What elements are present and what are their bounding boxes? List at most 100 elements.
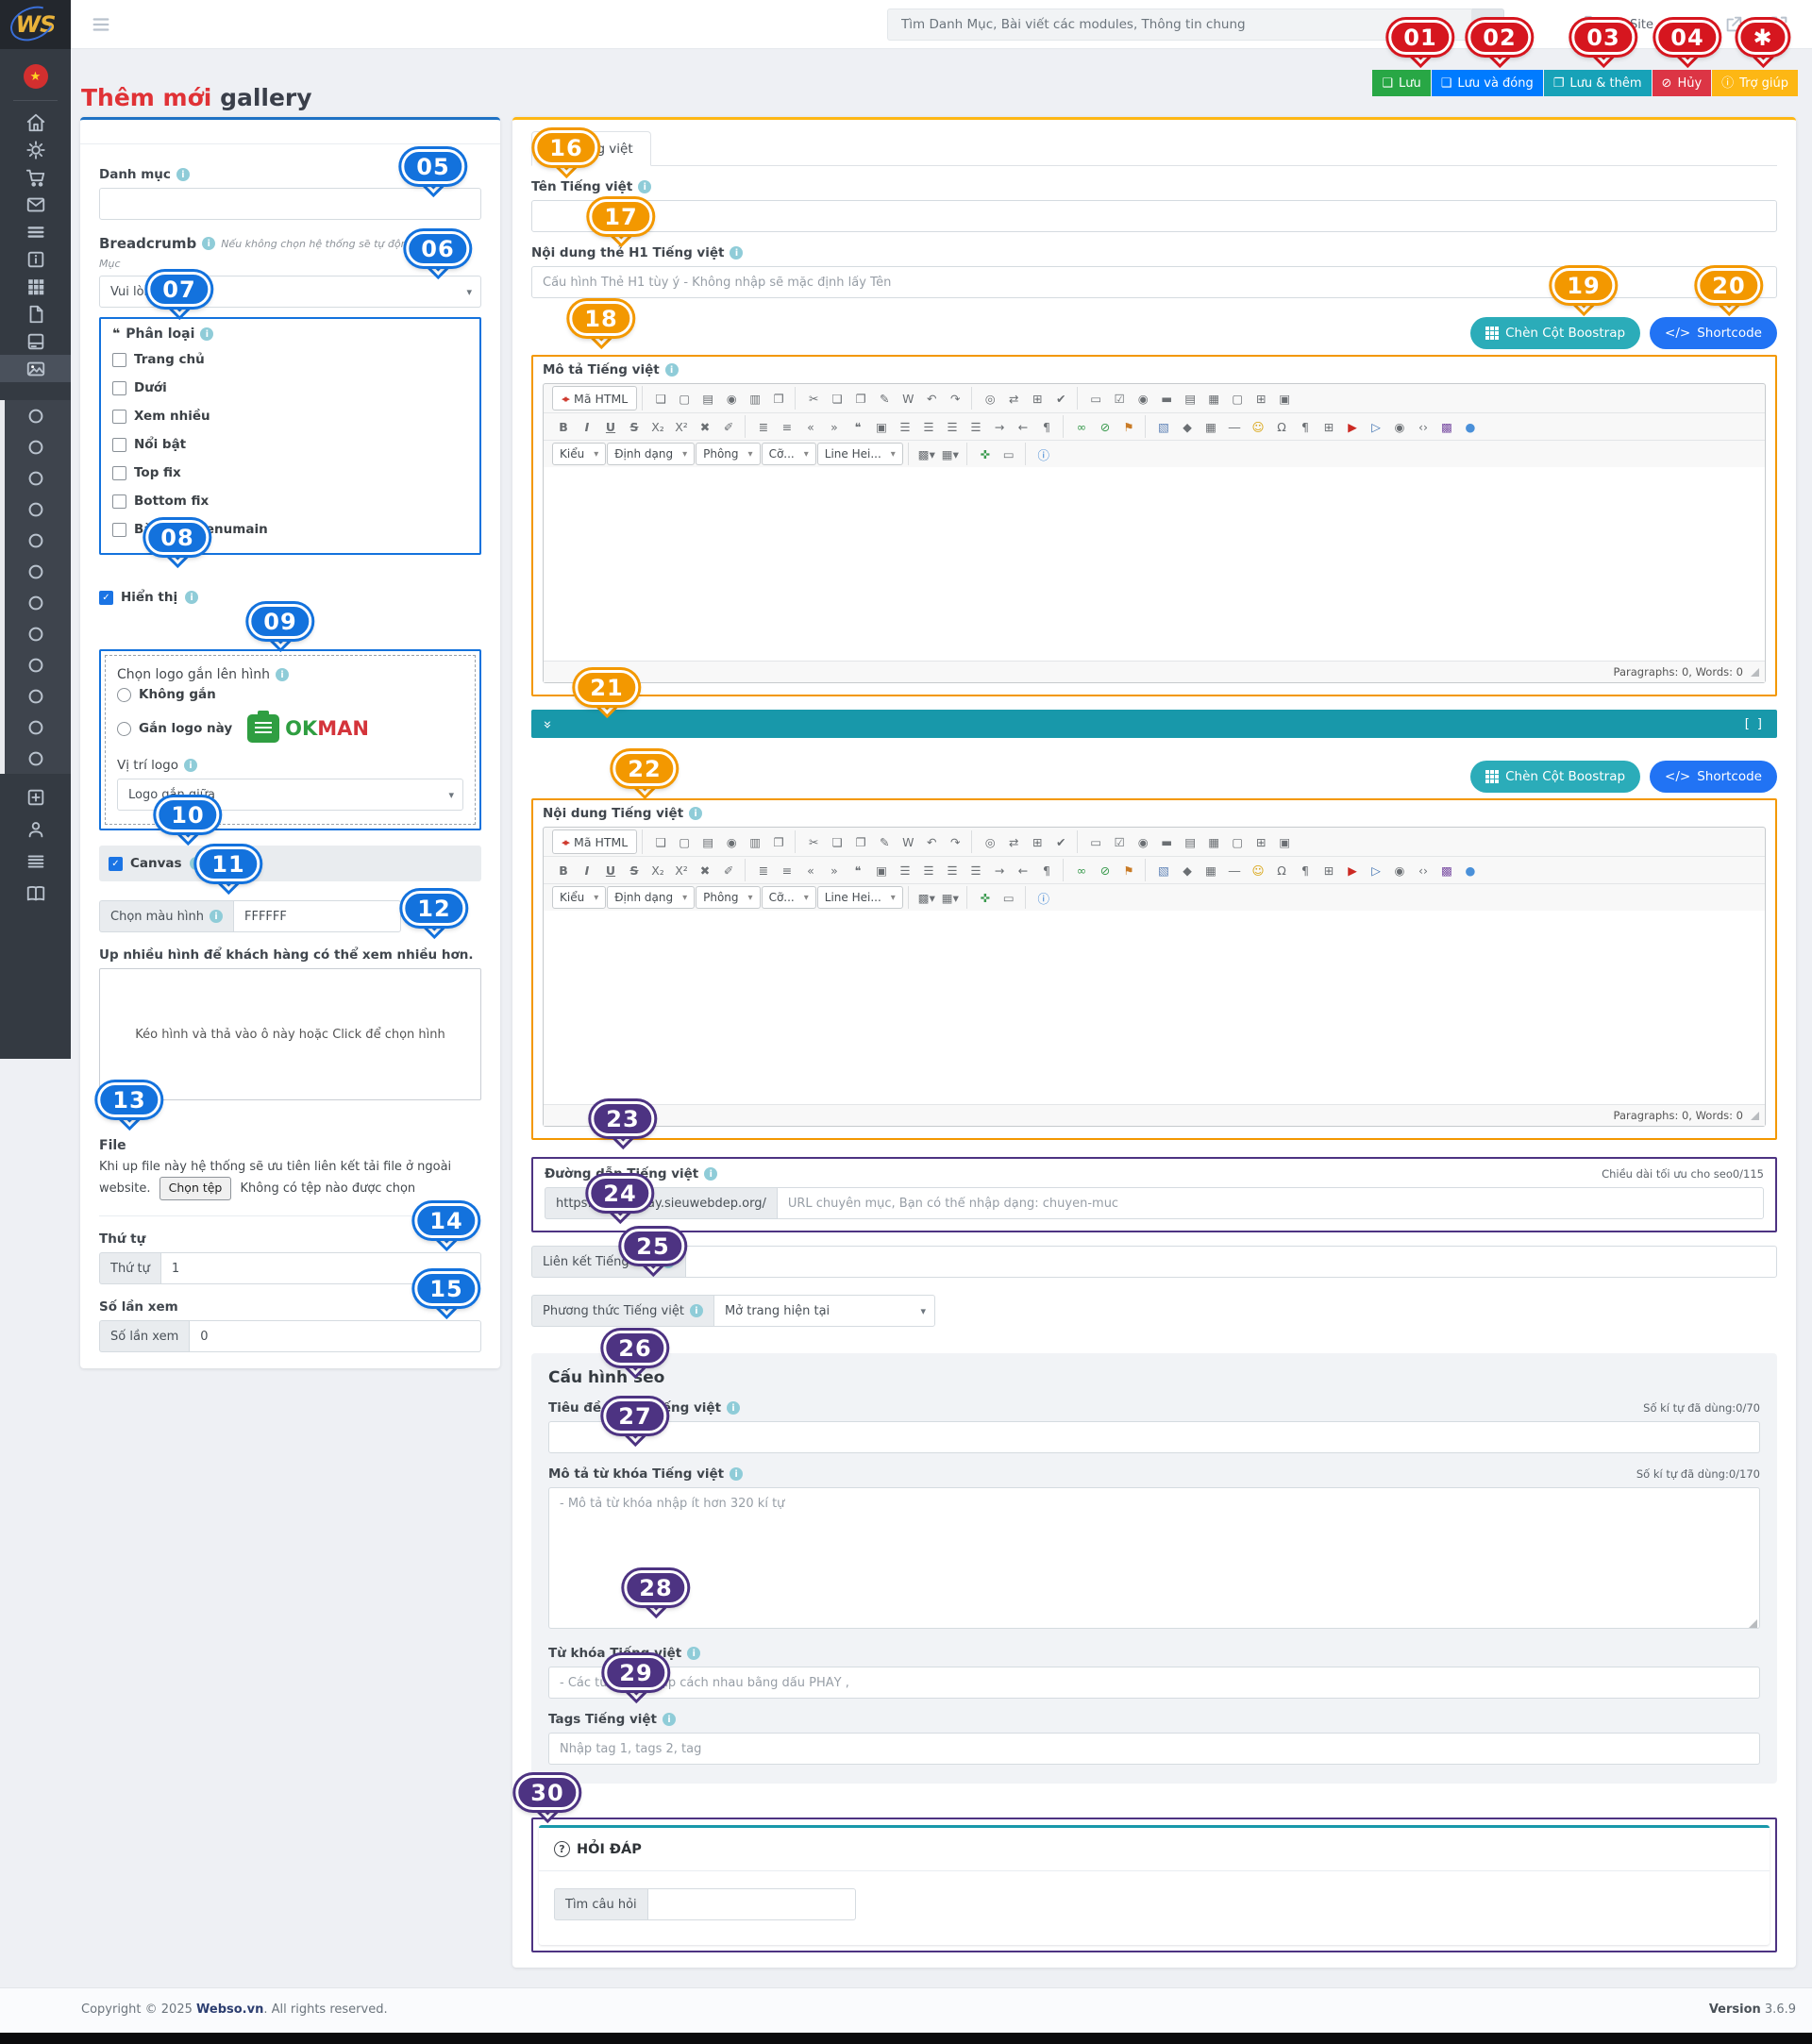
- editor-toolbar-icon[interactable]: ∞: [1076, 419, 1087, 434]
- editor-toolbar-icon[interactable]: ❐: [855, 834, 866, 849]
- resize-handle-icon[interactable]: [1751, 667, 1759, 677]
- editor-toolbar-icon[interactable]: ▧: [1158, 863, 1169, 878]
- editor-toolbar-icon[interactable]: ▥: [749, 834, 762, 849]
- editor-toolbar-icon[interactable]: ▤: [702, 391, 714, 406]
- info-icon[interactable]: i: [184, 759, 198, 772]
- danh-muc-input[interactable]: [99, 188, 481, 220]
- sidebar-subitem[interactable]: [0, 587, 71, 618]
- editor-toolbar-icon[interactable]: B: [559, 863, 568, 878]
- sidebar-subitem[interactable]: [0, 431, 71, 462]
- editor-toolbar-icon[interactable]: Ω: [1277, 863, 1286, 878]
- editor-toolbar-icon[interactable]: ▩: [1441, 863, 1452, 878]
- editor-toolbar-icon[interactable]: ▷: [1371, 419, 1381, 434]
- lien-ket-input[interactable]: [685, 1246, 1777, 1278]
- editor-toolbar-icon[interactable]: ☑: [1114, 834, 1125, 849]
- editor-toolbar-icon[interactable]: ✜: [980, 890, 991, 905]
- editor-toolbar-icon[interactable]: ▦▾: [941, 446, 959, 461]
- editor-toolbar-icon[interactable]: I: [584, 419, 590, 434]
- editor-content-area[interactable]: [544, 467, 1765, 662]
- sidebar-subitem[interactable]: [0, 400, 71, 431]
- phan-loai-option[interactable]: Bài viết Menumain: [112, 515, 468, 544]
- editor-toolbar-icon[interactable]: ▤: [702, 834, 714, 849]
- sidebar-item-user[interactable]: [0, 813, 71, 846]
- editor-toolbar-icon[interactable]: ▤: [1184, 391, 1197, 406]
- editor-dropdown-Định dạng[interactable]: Định dạng ▾: [607, 443, 696, 465]
- editor-toolbar-icon[interactable]: ▢: [1232, 834, 1244, 849]
- editor-toolbar-icon[interactable]: ✖: [699, 863, 711, 878]
- editor-toolbar-icon[interactable]: ❏: [831, 391, 843, 406]
- editor-toolbar-icon[interactable]: X²: [675, 863, 688, 878]
- editor-toolbar-icon[interactable]: ⚑: [1123, 863, 1134, 878]
- editor-content-area[interactable]: [544, 911, 1765, 1105]
- editor-toolbar-icon[interactable]: ✂: [809, 391, 819, 406]
- phan-loai-option[interactable]: Dưới: [112, 374, 468, 402]
- info-icon[interactable]: i: [662, 1713, 676, 1726]
- info-icon[interactable]: i: [727, 1401, 741, 1415]
- editor-toolbar-icon[interactable]: ▩▾: [917, 446, 935, 461]
- editor-dropdown-Kiểu[interactable]: Kiểu ▾: [552, 886, 607, 909]
- editor-toolbar-icon[interactable]: ↷: [950, 834, 961, 849]
- ten-input[interactable]: [531, 200, 1777, 232]
- editor-toolbar-icon[interactable]: S: [629, 419, 639, 434]
- editor-dropdown-Line Hei...[interactable]: Line Hei... ▾: [816, 443, 903, 465]
- editor-toolbar-icon[interactable]: ‹›: [1418, 419, 1428, 434]
- editor-toolbar-icon[interactable]: ↶: [927, 834, 937, 849]
- sidebar-item-mail[interactable]: [0, 191, 71, 218]
- sidebar-subitem[interactable]: [0, 462, 71, 494]
- editor-toolbar-icon[interactable]: ▧: [1158, 419, 1169, 434]
- create-site-link[interactable]: Tạo Site: [1578, 14, 1653, 35]
- shortcode-button[interactable]: </> Shortcode: [1650, 761, 1777, 793]
- sidebar-item-bars2[interactable]: [0, 846, 71, 878]
- brand-link[interactable]: Webso.vn: [196, 2002, 264, 2017]
- editor-toolbar-icon[interactable]: ‹›: [1418, 863, 1428, 878]
- editor-toolbar-icon[interactable]: ☰: [923, 419, 934, 434]
- editor-toolbar-icon[interactable]: →: [994, 863, 1005, 878]
- editor-toolbar-icon[interactable]: ◉: [1394, 863, 1405, 878]
- resize-handle-icon[interactable]: [1751, 1111, 1759, 1120]
- collapse-bar[interactable]: » [ ]: [531, 710, 1777, 738]
- editor-toolbar-icon[interactable]: ▶: [1348, 863, 1357, 878]
- editor-toolbar-icon[interactable]: ↷: [950, 391, 961, 406]
- shortcode-button[interactable]: </> Shortcode: [1650, 317, 1777, 349]
- sidebar-item-cart[interactable]: [0, 163, 71, 191]
- editor-toolbar-icon[interactable]: ⊞: [1032, 834, 1043, 849]
- editor-dropdown-Kiểu[interactable]: Kiểu ▾: [552, 443, 607, 465]
- editor-dropdown-Line Hei...[interactable]: Line Hei... ▾: [816, 886, 903, 909]
- editor-toolbar-icon[interactable]: ◉: [726, 391, 737, 406]
- color-value-input[interactable]: [232, 900, 401, 932]
- seo-textarea[interactable]: [548, 1487, 1760, 1629]
- editor-toolbar-icon[interactable]: ⊞: [1256, 834, 1267, 849]
- info-icon[interactable]: i: [189, 857, 203, 870]
- editor-toolbar-icon[interactable]: ❐: [855, 391, 866, 406]
- editor-toolbar-icon[interactable]: S: [629, 863, 639, 878]
- editor-toolbar-icon[interactable]: ☰: [899, 419, 911, 434]
- sidebar-item-infobox[interactable]: [0, 245, 71, 273]
- vi-tri-logo-select[interactable]: Logo gắn giữa: [117, 779, 463, 811]
- editor-toolbar-icon[interactable]: I: [584, 863, 590, 878]
- action-button-huy[interactable]: ⊘ Hủy: [1652, 70, 1712, 96]
- editor-toolbar-icon[interactable]: ❐: [773, 391, 784, 406]
- editor-toolbar-icon[interactable]: ◎: [984, 834, 996, 849]
- editor-toolbar-icon[interactable]: ✜: [980, 446, 991, 461]
- editor-toolbar-icon[interactable]: ▬: [1161, 391, 1173, 406]
- sidebar-subitem[interactable]: [0, 494, 71, 525]
- info-icon[interactable]: i: [276, 668, 290, 681]
- editor-toolbar-icon[interactable]: »: [830, 863, 838, 878]
- editor-toolbar-icon[interactable]: ▣: [1279, 834, 1291, 849]
- editor-toolbar-icon[interactable]: ▩▾: [917, 890, 935, 905]
- editor-toolbar-icon[interactable]: ⊘: [1099, 863, 1111, 878]
- editor-toolbar-icon[interactable]: ◉: [1394, 419, 1405, 434]
- editor-toolbar-icon[interactable]: ▣: [876, 863, 887, 878]
- editor-toolbar-icon[interactable]: ☰: [947, 419, 958, 434]
- fullscreen-toggle[interactable]: [1769, 14, 1789, 35]
- sidebar-subitem[interactable]: [0, 649, 71, 680]
- editor-toolbar-icon[interactable]: ▣: [1279, 391, 1291, 406]
- sidebar-item-gears[interactable]: [0, 136, 71, 163]
- sidebar-subitem[interactable]: [0, 743, 71, 774]
- editor-toolbar-icon[interactable]: «: [807, 863, 814, 878]
- editor-toolbar-icon[interactable]: ⇄: [1009, 391, 1019, 406]
- insert-bootstrap-button[interactable]: Chèn Cột Boostrap: [1470, 761, 1641, 793]
- editor-toolbar-icon[interactable]: ▢: [679, 391, 691, 406]
- open-site-link[interactable]: [1723, 14, 1744, 35]
- color-picker-button[interactable]: Chọn màu hình i: [99, 900, 233, 932]
